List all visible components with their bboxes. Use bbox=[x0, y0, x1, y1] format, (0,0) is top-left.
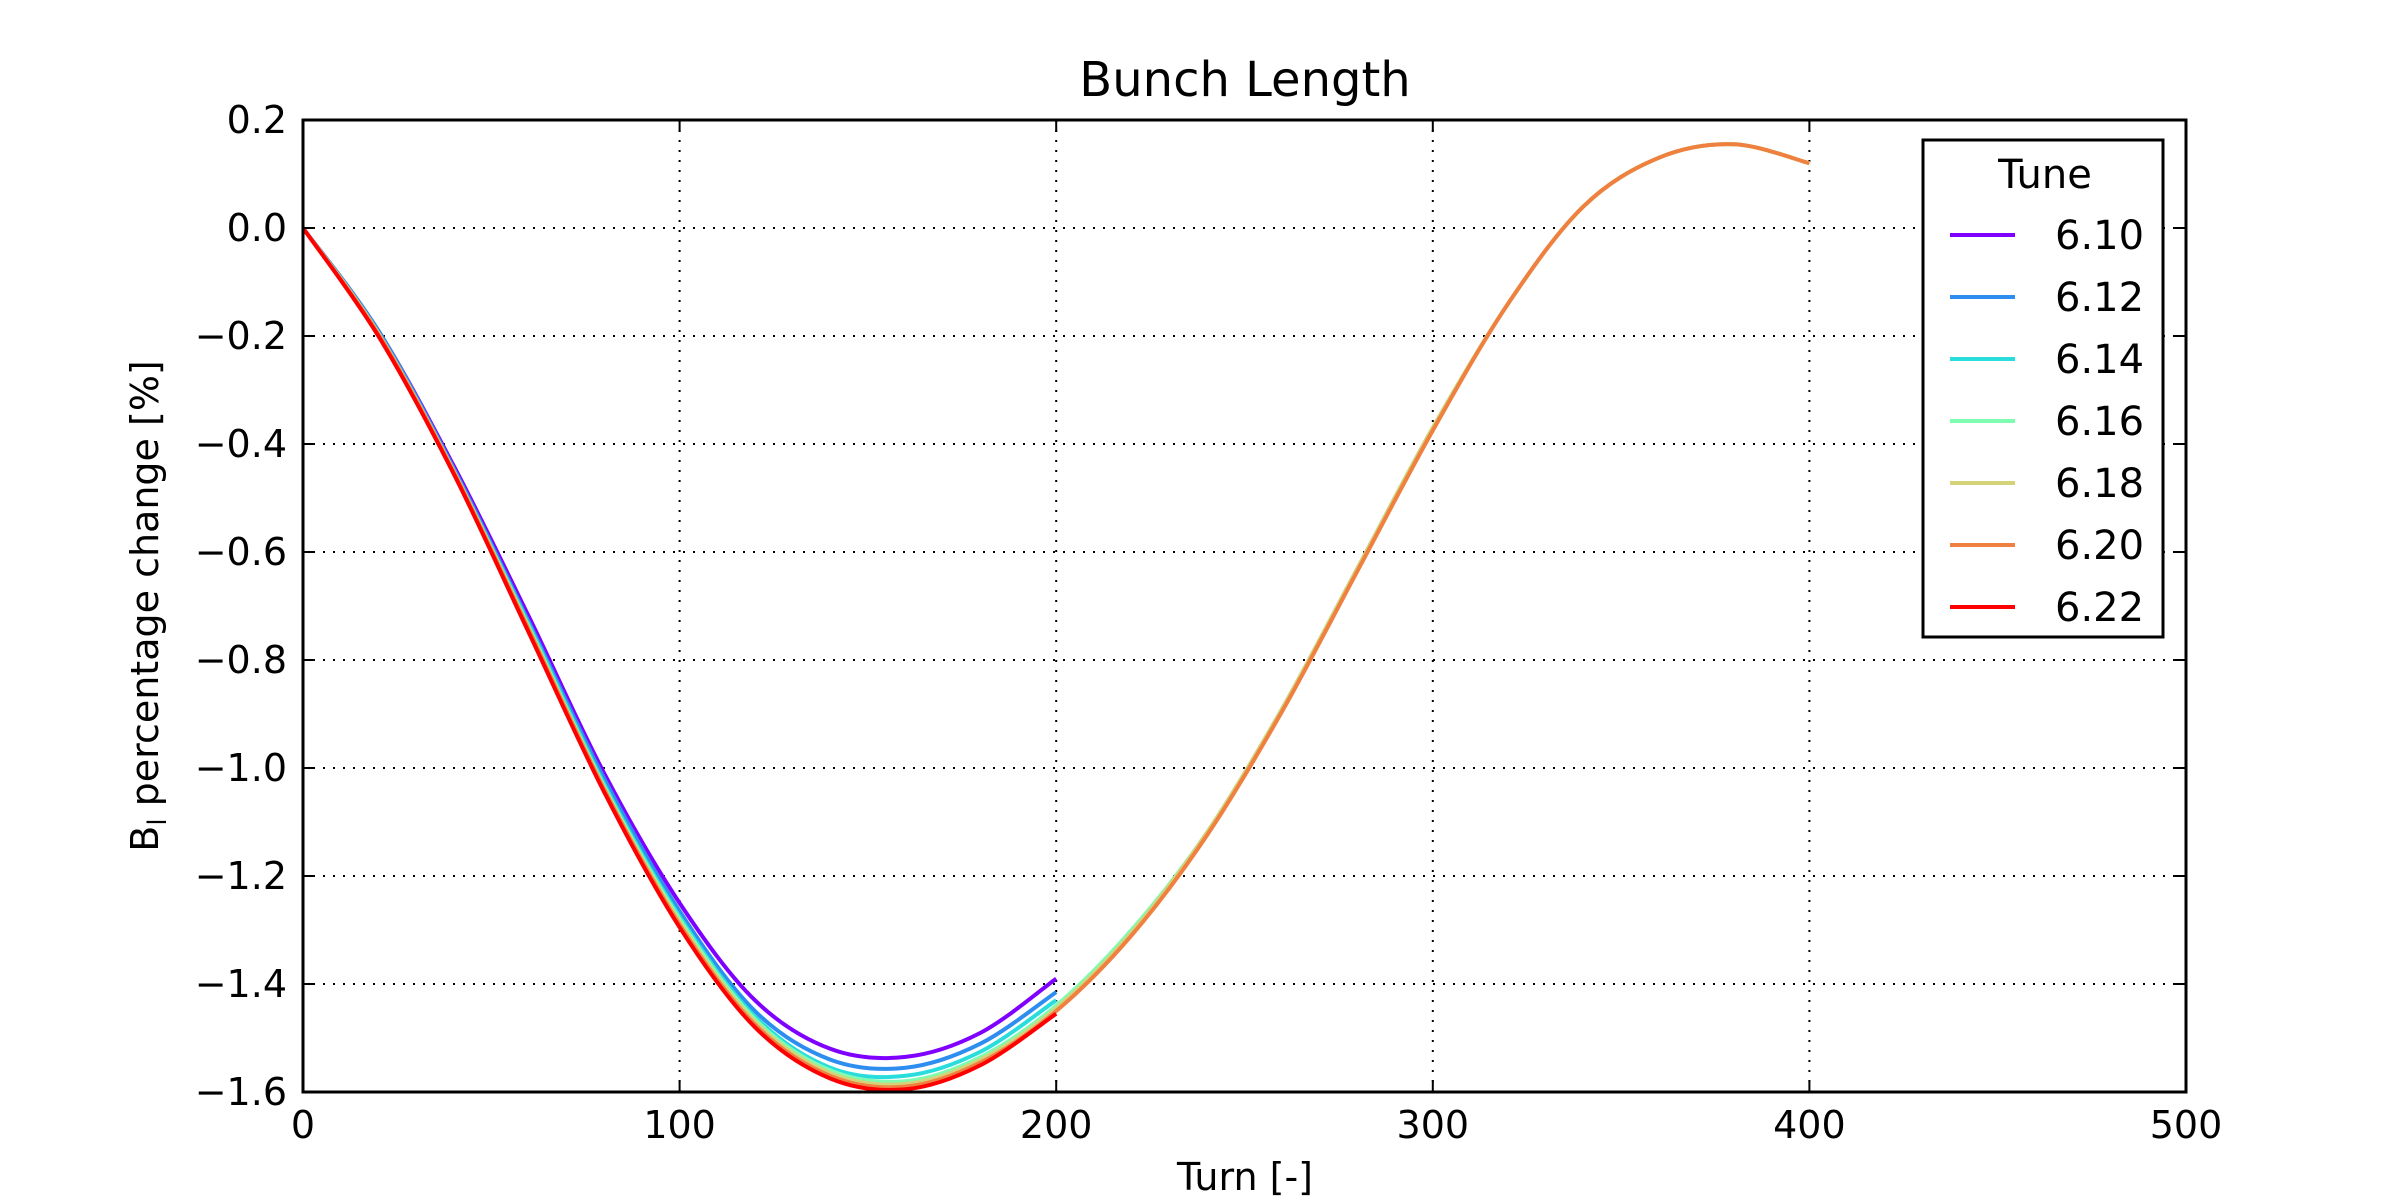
series-line-6.22 bbox=[301, 226, 1058, 1093]
legend-label-6.16: 6.16 bbox=[2055, 399, 2144, 445]
y-tick-label: −1.4 bbox=[195, 962, 287, 1006]
series-line-6.12 bbox=[301, 226, 1058, 1071]
grid-lines bbox=[303, 120, 2186, 1092]
legend-box bbox=[1921, 138, 2165, 639]
y-tick-label: −1.2 bbox=[195, 854, 287, 898]
y-tick-label: −1.6 bbox=[195, 1070, 287, 1114]
y-axis-title-subscript: l bbox=[143, 818, 173, 825]
legend-label-6.12: 6.12 bbox=[2055, 275, 2144, 321]
legend-label-6.18: 6.18 bbox=[2055, 461, 2144, 507]
x-tick-label: 400 bbox=[1773, 1103, 1846, 1147]
legend-label-6.14: 6.14 bbox=[2055, 337, 2144, 383]
y-tick-label: −0.4 bbox=[195, 422, 287, 466]
y-tick-label: −0.2 bbox=[195, 314, 287, 358]
plot-frame bbox=[301, 118, 2188, 1094]
x-tick-label: 500 bbox=[2150, 1103, 2223, 1147]
y-axis-title-main: B bbox=[123, 826, 167, 852]
x-axis-title: Turn [-] bbox=[1176, 1155, 1313, 1199]
x-tick-label: 100 bbox=[643, 1103, 716, 1147]
series-lines bbox=[301, 142, 1810, 1093]
legend-label-6.22: 6.22 bbox=[2055, 585, 2144, 631]
x-tick-label: 0 bbox=[291, 1103, 315, 1147]
axis-ticks: 0 100 200 300 400 500 0.2 0.0 −0.2 −0.4 −0.6 −0.8 −1… bbox=[195, 98, 2223, 1147]
series-line-6.10 bbox=[301, 226, 1058, 1061]
y-axis-title-rest: percentage change [%] bbox=[123, 360, 167, 818]
y-tick-label: −0.6 bbox=[195, 530, 287, 574]
y-tick-label: −0.8 bbox=[195, 638, 287, 682]
y-tick-label: 0.0 bbox=[227, 206, 287, 250]
series-line-6.14 bbox=[301, 226, 1058, 1080]
x-tick-label: 200 bbox=[1020, 1103, 1093, 1147]
legend-title: Tune bbox=[1997, 152, 2092, 198]
legend-label-6.20: 6.20 bbox=[2055, 523, 2144, 569]
legend-items: 6.10 6.12 6.14 6.16 6.18 6.20 6.22 bbox=[1950, 213, 2144, 631]
legend: Tune 6.10 6.12 6.14 6.16 6.18 6.20 6.22 bbox=[1921, 138, 2165, 639]
legend-label-6.10: 6.10 bbox=[2055, 213, 2144, 259]
y-tick-label: 0.2 bbox=[227, 98, 287, 142]
y-tick-label: −1.0 bbox=[195, 746, 287, 790]
y-axis-title: Bl percentage change [%] bbox=[123, 360, 173, 851]
x-tick-label: 300 bbox=[1397, 1103, 1470, 1147]
chart-title: Bunch Length bbox=[1079, 52, 1410, 108]
